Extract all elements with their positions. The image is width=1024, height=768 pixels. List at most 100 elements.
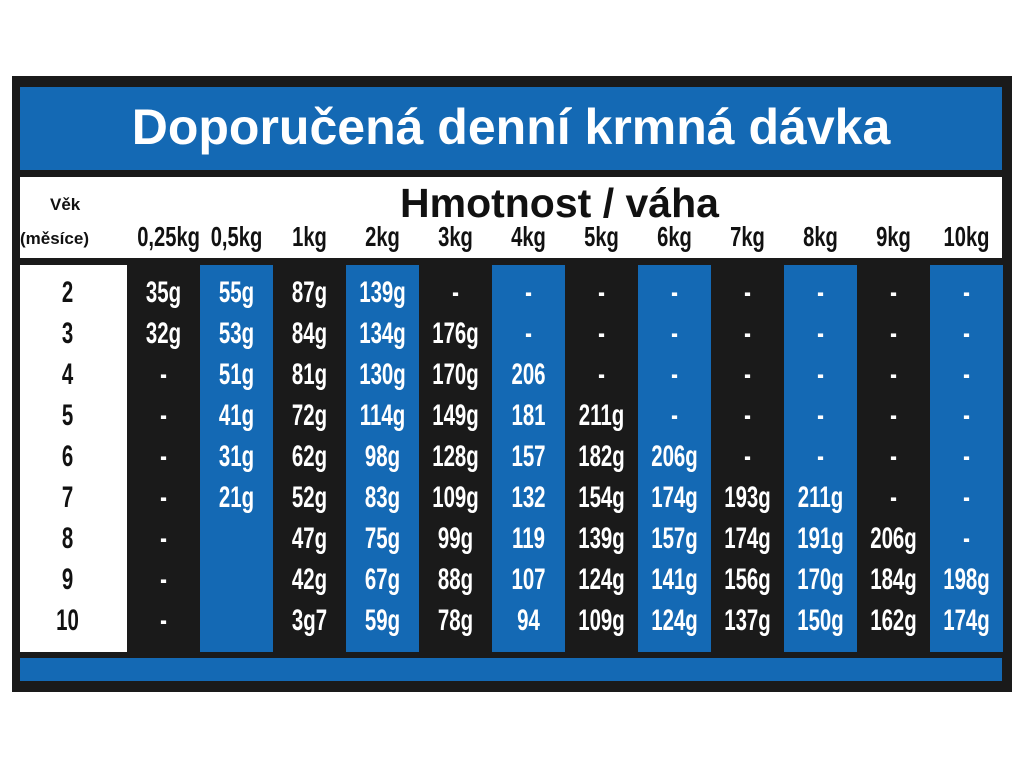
table-cell: -: [671, 399, 678, 432]
table-cell: 211g: [578, 399, 625, 432]
table-cell: 72g: [291, 399, 328, 432]
age-cell: 5: [61, 399, 74, 432]
table-cell: 170g: [432, 358, 479, 391]
table-cell: 130g: [359, 358, 406, 391]
table-cell: 182g: [578, 440, 625, 473]
table-cell: -: [744, 440, 751, 473]
table-cell: 78g: [437, 604, 474, 637]
weight-column: - - 206 181 157 132 119 107 94: [492, 265, 565, 652]
table-cell: 119: [512, 522, 545, 555]
column-header: 8kg: [803, 221, 838, 252]
table-cell: 174g: [724, 522, 771, 555]
table-cell: 206g: [870, 522, 917, 555]
table-cell: 47g: [291, 522, 328, 555]
table-cell: -: [890, 399, 897, 432]
table-cell: 42g: [291, 563, 328, 596]
weight-column: - - - - - 193g 174g 156g 137g: [711, 265, 784, 652]
table-cell: 109g: [578, 604, 625, 637]
table-cell: 81g: [291, 358, 328, 391]
table-cell: 174g: [943, 604, 990, 637]
table-cell: -: [963, 276, 970, 309]
age-cell: 4: [61, 358, 74, 391]
table-cell: -: [963, 481, 970, 514]
column-header: 3kg: [438, 221, 473, 252]
table-cell: 128g: [432, 440, 479, 473]
table-cell: -: [452, 276, 459, 309]
table-cell: 83g: [364, 481, 401, 514]
table-cell: -: [744, 317, 751, 350]
table-cell: 174g: [651, 481, 698, 514]
table-cell: -: [817, 276, 824, 309]
table-cell: -: [963, 317, 970, 350]
table-cell: 157g: [651, 522, 698, 555]
table-cell: 32g: [145, 317, 182, 350]
table-cell: -: [160, 440, 167, 473]
weight-title: Hmotnost / váha: [400, 180, 719, 226]
age-cell: 8: [61, 522, 74, 555]
table-cell: 193g: [724, 481, 771, 514]
table-cell: -: [160, 522, 167, 555]
age-label: Věk: [50, 195, 81, 214]
table-cell: 162g: [870, 604, 917, 637]
weight-column: - - - - 206g 174g 157g 141g 124g: [638, 265, 711, 652]
table-cell: -: [963, 440, 970, 473]
table-cell: -: [963, 358, 970, 391]
table-cell: -: [525, 276, 532, 309]
table-cell: 176g: [432, 317, 479, 350]
table-cell: 157: [511, 440, 546, 473]
table-cell: 59g: [364, 604, 401, 637]
table-cell: 99g: [437, 522, 474, 555]
column-header: 9kg: [876, 221, 911, 252]
table-cell: -: [671, 317, 678, 350]
table-cell: 67g: [364, 563, 401, 596]
bottom-band: [20, 658, 1002, 681]
table-cell: 55g: [218, 276, 255, 309]
age-cell: 6: [61, 440, 74, 473]
table-cell: 94: [517, 604, 540, 637]
table-cell: -: [890, 440, 897, 473]
table-cell: 211g: [797, 481, 844, 514]
table-cell: -: [598, 317, 605, 350]
table-cell: 134g: [359, 317, 406, 350]
table-cell: 21g: [218, 481, 255, 514]
column-header: 2kg: [365, 221, 400, 252]
title-band: Doporučená denní krmná dávka: [20, 87, 1002, 170]
age-cell: 2: [61, 276, 74, 309]
column-header: 6kg: [657, 221, 692, 252]
column-header: 5kg: [584, 221, 619, 252]
age-unit: (měsíce): [20, 229, 89, 248]
column-header: 4kg: [511, 221, 546, 252]
table-cell: 149g: [432, 399, 479, 432]
table-cell: 62g: [291, 440, 328, 473]
weight-column: 87g 84g 81g 72g 62g 52g 47g 42g 3g7: [273, 265, 346, 652]
table-cell: -: [890, 276, 897, 309]
table-cell: 150g: [797, 604, 844, 637]
table-cell: -: [890, 317, 897, 350]
column-header: 1kg: [292, 221, 327, 252]
weight-column: - - - - - 211g 191g 170g 150g: [784, 265, 857, 652]
age-cell: 7: [61, 481, 74, 514]
age-cell: 10: [56, 604, 79, 637]
column-header: 10kg: [943, 221, 990, 252]
table-cell: 98g: [364, 440, 401, 473]
table-cell: -: [890, 481, 897, 514]
table-cell: -: [817, 358, 824, 391]
table-cell: 114g: [359, 399, 406, 432]
table-cell: 53g: [218, 317, 255, 350]
table-cell: -: [817, 399, 824, 432]
table-cell: 132: [511, 481, 546, 514]
table-cell: -: [963, 399, 970, 432]
table-cell: -: [817, 317, 824, 350]
weight-column: - - - - - - - 198g 174g: [930, 265, 1003, 652]
table-cell: 139g: [359, 276, 406, 309]
table-cell: 109g: [432, 481, 479, 514]
table-cell: 141g: [651, 563, 698, 596]
table-cell: 87g: [291, 276, 328, 309]
table-cell: 137g: [724, 604, 771, 637]
age-column: 2 3 4 5 6 7 8 9 10: [20, 265, 127, 652]
table-cell: -: [160, 358, 167, 391]
table-cell: 88g: [437, 563, 474, 596]
column-header: 7kg: [730, 221, 765, 252]
table-cell: -: [160, 604, 167, 637]
table-cell: 35g: [145, 276, 182, 309]
